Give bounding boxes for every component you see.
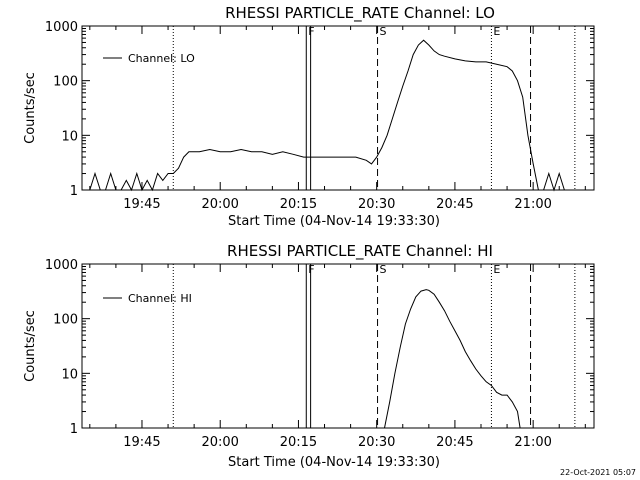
y-tick-label: 100 <box>53 313 78 328</box>
x-tick-label: 20:30 <box>358 435 395 450</box>
panel-lo: RHESSI PARTICLE_RATE Channel: LO Start T… <box>23 4 595 229</box>
y-tick-label: 10 <box>61 367 78 382</box>
plot-frame <box>81 25 595 191</box>
marker-F: F <box>308 263 314 276</box>
x-axis-label: Start Time (04-Nov-14 19:33:30) <box>228 455 440 470</box>
y-tick-label: 1 <box>70 184 78 199</box>
x-tick-label: 19:45 <box>123 435 160 450</box>
reference-lines <box>172 264 576 428</box>
y-tick-label: 1000 <box>45 20 78 35</box>
series-group <box>89 39 570 192</box>
panel-hi: RHESSI PARTICLE_RATE Channel: HI Start T… <box>23 242 595 470</box>
series-group <box>384 289 521 429</box>
chart-title: RHESSI PARTICLE_RATE Channel: LO <box>225 4 495 23</box>
marker-E: E <box>493 263 500 276</box>
x-tick-label: 20:00 <box>201 435 238 450</box>
y-tick-label: 100 <box>53 75 78 90</box>
timestamp-footer: 22-Oct-2021 05:07 <box>560 468 636 477</box>
x-tick-label: 20:30 <box>358 197 395 212</box>
y-tick-label: 10 <box>61 129 78 144</box>
plot-frame <box>81 263 595 429</box>
x-axis-label: Start Time (04-Nov-14 19:33:30) <box>228 214 440 229</box>
x-tick-label: 20:15 <box>280 435 317 450</box>
series-line <box>89 39 570 192</box>
marker-E: E <box>493 25 500 38</box>
axis-ticks: 1 10 100 1000 19:45 20:00 20:15 20:30 20:45 21:00 <box>45 20 594 212</box>
x-tick-label: 19:45 <box>123 197 160 212</box>
x-tick-label: 20:45 <box>436 197 473 212</box>
marker-F: F <box>308 25 314 38</box>
reference-lines <box>172 26 576 190</box>
legend-entry: Channel: HI <box>128 292 192 305</box>
chart-title: RHESSI PARTICLE_RATE Channel: HI <box>227 242 493 261</box>
x-tick-label: 20:15 <box>280 197 317 212</box>
x-tick-label: 20:00 <box>201 197 238 212</box>
y-tick-label: 1 <box>70 422 78 437</box>
y-axis-label: Counts/sec <box>23 72 38 144</box>
x-tick-label: 20:45 <box>436 435 473 450</box>
y-axis-label: Counts/sec <box>23 310 38 382</box>
x-tick-label: 21:00 <box>514 435 551 450</box>
marker-S: S <box>380 263 387 276</box>
y-tick-label: 1000 <box>45 258 78 273</box>
marker-S: S <box>380 25 387 38</box>
axis-ticks: 1 10 100 1000 19:45 20:00 20:15 20:30 20:45 21:00 <box>45 258 594 450</box>
series-line <box>384 289 521 429</box>
x-tick-label: 21:00 <box>514 197 551 212</box>
legend-entry: Channel: LO <box>128 52 195 65</box>
